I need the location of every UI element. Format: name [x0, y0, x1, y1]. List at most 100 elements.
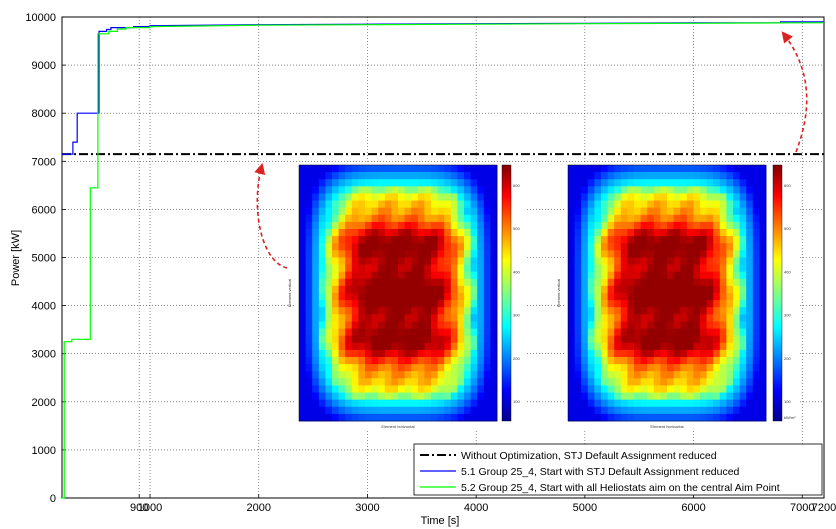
heatmap-cell [693, 300, 701, 308]
heatmap-cell [614, 385, 622, 393]
heatmap-cell [706, 236, 714, 244]
heatmap-cell [746, 186, 754, 194]
heatmap-cell [371, 357, 379, 365]
heatmap-cell [647, 364, 655, 372]
heatmap-cell [305, 221, 313, 230]
heatmap-cell [437, 193, 445, 201]
heatmap-cell [305, 179, 313, 187]
heatmap-cell [464, 335, 471, 344]
heatmap-cell [614, 406, 622, 415]
heatmap-cell [719, 243, 727, 251]
heatmap-cell [417, 257, 425, 265]
heatmap-cell [345, 264, 353, 273]
y-tick-label: 2000 [32, 397, 56, 409]
heatmap-cell [759, 385, 767, 393]
heatmap-cell [437, 364, 445, 372]
heatmap-cell [700, 257, 707, 265]
heatmap-cell [587, 335, 595, 344]
heatmap-cell [457, 357, 465, 365]
heatmap-cell [620, 236, 628, 244]
heatmap-cell [417, 278, 425, 287]
heatmap-cell [581, 314, 589, 322]
heatmap-cell [614, 321, 622, 329]
heatmap-cell [431, 278, 438, 287]
heatmap-cell [305, 236, 313, 244]
heatmap-cell [444, 413, 452, 422]
heatmap-cell [587, 165, 595, 173]
heatmap-cell [490, 278, 498, 287]
heatmap-cell [437, 186, 445, 194]
heatmap-cell [351, 257, 359, 265]
heatmap-cell [607, 314, 615, 322]
heatmap-cell [391, 406, 399, 415]
heatmap-cell [759, 406, 767, 415]
heatmap-cell [568, 264, 575, 273]
heatmap-cell [673, 229, 681, 237]
heatmap-cell [411, 357, 419, 365]
heatmap-cell [739, 342, 747, 351]
heatmap-cell [647, 342, 655, 351]
heatmap-cell [739, 207, 747, 216]
heatmap-cell [299, 328, 306, 337]
heatmap-cell [733, 179, 740, 187]
heatmap-cell [594, 314, 602, 322]
heatmap-cell [378, 221, 386, 230]
heatmap-cell [411, 221, 419, 230]
heatmap-cell [568, 342, 575, 351]
heatmap-cell [713, 349, 721, 358]
heatmap-cell [371, 335, 379, 344]
x-tick-label: 4000 [464, 502, 488, 514]
heatmap-cell [673, 207, 681, 216]
heatmap-cell [653, 165, 661, 173]
heatmap-cell [752, 357, 760, 365]
heatmap-cell [700, 385, 707, 393]
heatmap-cell [305, 413, 313, 422]
heatmap-cell [594, 264, 602, 273]
heatmap-cell [305, 257, 313, 265]
heatmap-cell [378, 172, 386, 180]
heatmap-cell [444, 221, 452, 230]
heatmap-cell [733, 342, 740, 351]
heatmap-cell [338, 321, 346, 329]
heatmap-cell [568, 243, 575, 251]
y-tick-label: 7000 [32, 156, 56, 168]
heatmap-cell [411, 193, 419, 201]
heatmap-cell [477, 328, 485, 337]
heatmap-cell [752, 406, 760, 415]
heatmap-cell [464, 413, 471, 422]
heatmap-cell [483, 172, 491, 180]
x-tick-label: 3000 [355, 502, 379, 514]
heatmap-cell [444, 193, 452, 201]
heatmap-cell [614, 371, 622, 379]
heatmap-cell [444, 349, 452, 358]
heatmap-cell [647, 285, 655, 294]
heatmap-cell [640, 300, 648, 308]
heatmap-cell [653, 214, 661, 223]
heatmap-cell [384, 285, 392, 294]
heatmap-cell [719, 257, 727, 265]
heatmap-cell [318, 250, 326, 258]
heatmap-cell [305, 200, 313, 209]
heatmap-cell [345, 321, 353, 329]
heatmap-cell [713, 314, 721, 322]
heatmap-cell [305, 378, 313, 386]
heatmap-cell [483, 243, 491, 251]
heatmap-cell [398, 349, 405, 358]
heatmap-cell [450, 257, 458, 265]
heatmap-cell [634, 328, 641, 337]
heatmap-cell [726, 172, 734, 180]
heatmap-cell [739, 293, 747, 301]
heatmap-cell [653, 179, 661, 187]
heatmap-cell [351, 264, 359, 273]
heatmap-cell [338, 250, 346, 258]
heatmap-cell [680, 257, 688, 265]
heatmap-cell [312, 328, 320, 337]
heatmap-cell [568, 221, 575, 230]
heatmap-cell [627, 406, 635, 415]
heatmap-cell [437, 229, 445, 237]
y-axis-label: Power [kW] [10, 230, 22, 286]
heatmap-cell [424, 399, 432, 408]
heatmap-cell [365, 413, 372, 422]
heatmap-cell [713, 172, 721, 180]
